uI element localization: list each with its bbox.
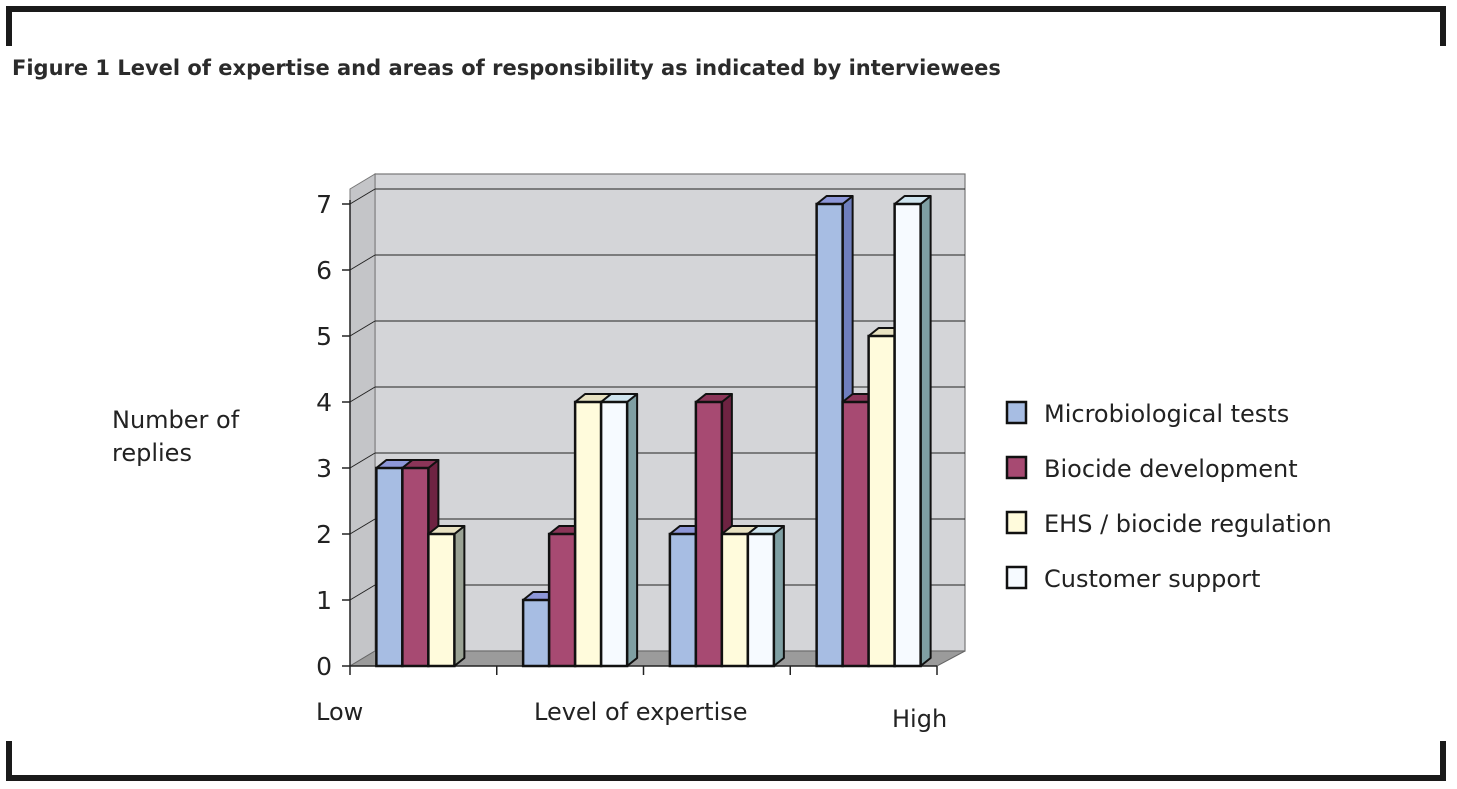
y-axis-label-line-1: Number of [112, 406, 240, 434]
bar-front [720, 532, 750, 668]
bar-front [694, 400, 724, 668]
gridline-diagonal [349, 386, 376, 403]
y-tick-label: 5 [316, 322, 332, 351]
legend-label: Biocide development [1044, 455, 1298, 483]
legend-item: Customer support [1005, 565, 1260, 593]
bars [375, 195, 932, 668]
y-tick-label: 2 [316, 520, 332, 549]
gridline-diagonal [349, 452, 376, 469]
bar-side [919, 195, 932, 667]
bar-front [841, 400, 870, 668]
legend-item: EHS / biocide regulation [1005, 510, 1332, 538]
y-axis-label-line-2: replies [112, 439, 192, 467]
legend-item: Microbiological tests [1005, 400, 1289, 428]
frame-bottom-bracket [6, 741, 1446, 781]
bar-front [573, 400, 603, 668]
bar-front [867, 334, 896, 668]
y-tick-label: 1 [316, 586, 332, 615]
bar [893, 195, 932, 668]
bar [427, 525, 466, 668]
bar [599, 393, 639, 668]
y-tick-label: 7 [316, 190, 332, 219]
legend-label: EHS / biocide regulation [1044, 510, 1332, 538]
x-axis-label: Level of expertise [534, 698, 748, 726]
bar-front [375, 466, 404, 668]
bar-front [401, 466, 430, 668]
gridline-diagonal [349, 584, 376, 601]
bar-front [427, 532, 456, 668]
bar-side [626, 393, 639, 667]
y-tick-labels: 0 1 2 3 4 5 6 7 [316, 190, 332, 681]
bar-front [815, 202, 844, 668]
x-axis-low-label: Low [316, 698, 363, 726]
gridline-diagonal [349, 254, 376, 271]
bar-side [453, 525, 466, 667]
bar-front [547, 532, 577, 668]
gridline-diagonal [349, 518, 376, 535]
bar-front [521, 598, 551, 668]
gridline-diagonal [349, 188, 376, 205]
figure-title: Figure 1 Level of expertise and areas of… [12, 56, 1001, 80]
bar-front [668, 532, 698, 668]
legend-label: Customer support [1044, 565, 1260, 593]
bar-side [772, 525, 785, 667]
legend: Microbiological tests Biocide development… [1005, 400, 1332, 593]
legend-label: Microbiological tests [1044, 400, 1289, 428]
gridline-diagonal [349, 320, 376, 337]
y-tick-label: 6 [316, 256, 332, 285]
legend-swatch [1005, 455, 1028, 480]
bar-front [893, 202, 922, 668]
legend-swatch [1005, 400, 1028, 425]
frame-top-bracket [6, 6, 1446, 46]
bar-front [599, 400, 629, 668]
x-axis-high-label: High [892, 705, 947, 733]
bar-front [746, 532, 776, 668]
y-tick-label: 0 [316, 652, 332, 681]
bar [746, 525, 785, 668]
legend-swatch [1005, 565, 1028, 590]
y-tick-label: 4 [316, 388, 332, 417]
legend-item: Biocide development [1005, 455, 1298, 483]
y-tick-label: 3 [316, 454, 332, 483]
legend-swatch [1005, 510, 1028, 535]
